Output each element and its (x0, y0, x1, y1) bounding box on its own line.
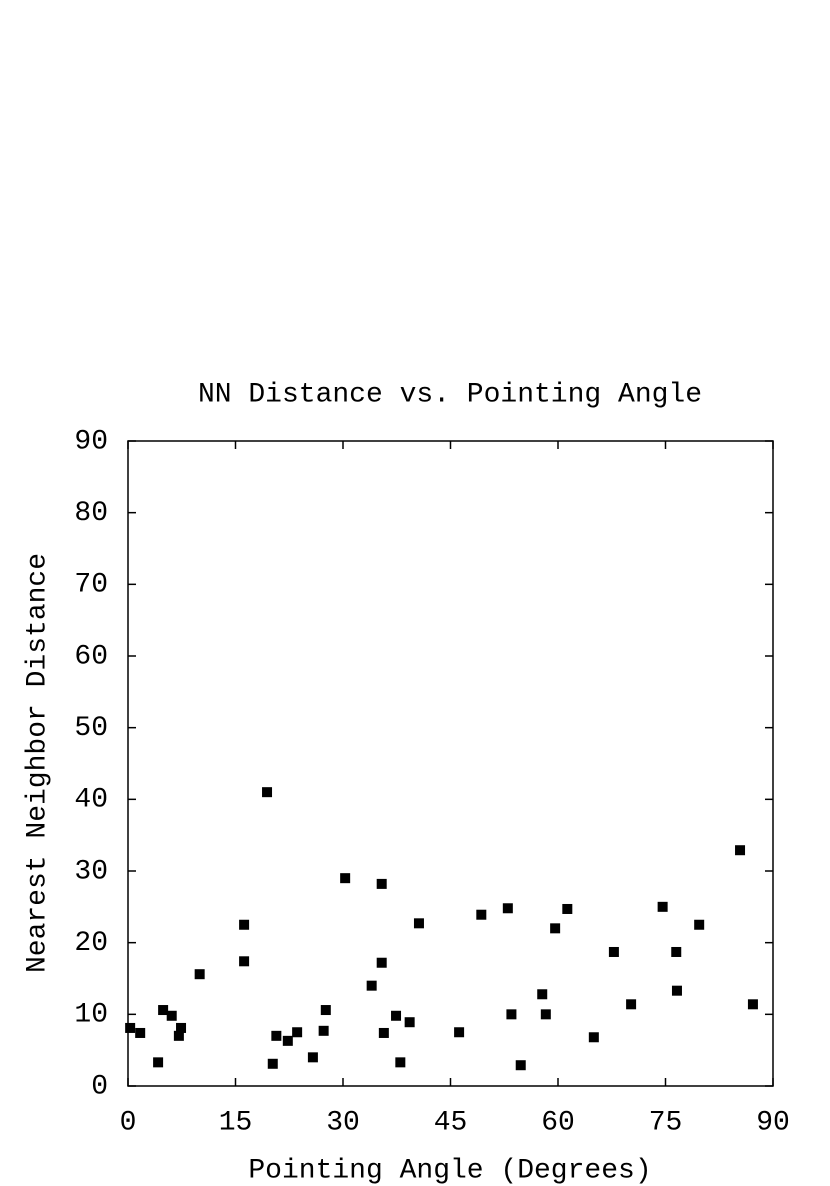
point (537, 989, 548, 1000)
y-tick-label: 10 (74, 1000, 108, 1031)
y-tick-label: 0 (91, 1071, 108, 1102)
x-tick-label: 75 (649, 1107, 683, 1138)
x-tick-label: 30 (326, 1107, 360, 1138)
point (562, 903, 573, 914)
y-tick-label: 40 (74, 785, 108, 816)
point (671, 985, 682, 996)
point (378, 1027, 389, 1038)
x-tick-label: 0 (120, 1107, 137, 1138)
point (515, 1060, 526, 1071)
point (239, 919, 250, 930)
point (671, 946, 682, 957)
point (735, 845, 746, 856)
point (158, 1005, 169, 1016)
point (173, 1030, 184, 1041)
y-tick-label: 90 (74, 426, 108, 457)
point (267, 1058, 278, 1069)
point (657, 901, 668, 912)
point (476, 909, 487, 920)
point (376, 957, 387, 968)
y-tick-label: 70 (74, 570, 108, 601)
point (413, 918, 424, 929)
point (454, 1027, 465, 1038)
y-axis-label: Nearest Neighbor Distance (22, 553, 53, 973)
y-tick-label: 20 (74, 928, 108, 959)
point (340, 873, 351, 884)
chart-title: NN Distance vs. Pointing Angle (198, 379, 702, 410)
y-tick-label: 60 (74, 641, 108, 672)
point (125, 1022, 136, 1033)
point (166, 1010, 177, 1021)
point (307, 1052, 318, 1063)
y-tick-label: 30 (74, 856, 108, 887)
point (404, 1017, 415, 1028)
x-tick-label: 45 (434, 1107, 468, 1138)
point (626, 999, 637, 1010)
point (282, 1035, 293, 1046)
point (366, 980, 377, 991)
point (540, 1009, 551, 1020)
x-tick-label: 60 (541, 1107, 575, 1138)
point (292, 1027, 303, 1038)
y-tick-label: 80 (74, 498, 108, 529)
point (747, 999, 758, 1010)
point (376, 878, 387, 889)
point (395, 1057, 406, 1068)
point (262, 787, 273, 798)
x-tick-label: 90 (756, 1107, 790, 1138)
point (194, 969, 205, 980)
point (502, 903, 513, 914)
point (391, 1010, 402, 1021)
point (320, 1005, 331, 1016)
point (506, 1009, 517, 1020)
point (694, 919, 705, 930)
point (176, 1022, 187, 1033)
point (318, 1025, 329, 1036)
y-tick-label: 50 (74, 713, 108, 744)
point (271, 1030, 282, 1041)
point (608, 946, 619, 957)
x-tick-label: 15 (219, 1107, 253, 1138)
point (239, 956, 250, 967)
point (153, 1057, 164, 1068)
point (550, 923, 561, 934)
x-axis-label: Pointing Angle (Degrees) (248, 1155, 651, 1186)
point (135, 1027, 146, 1038)
point (588, 1032, 599, 1043)
